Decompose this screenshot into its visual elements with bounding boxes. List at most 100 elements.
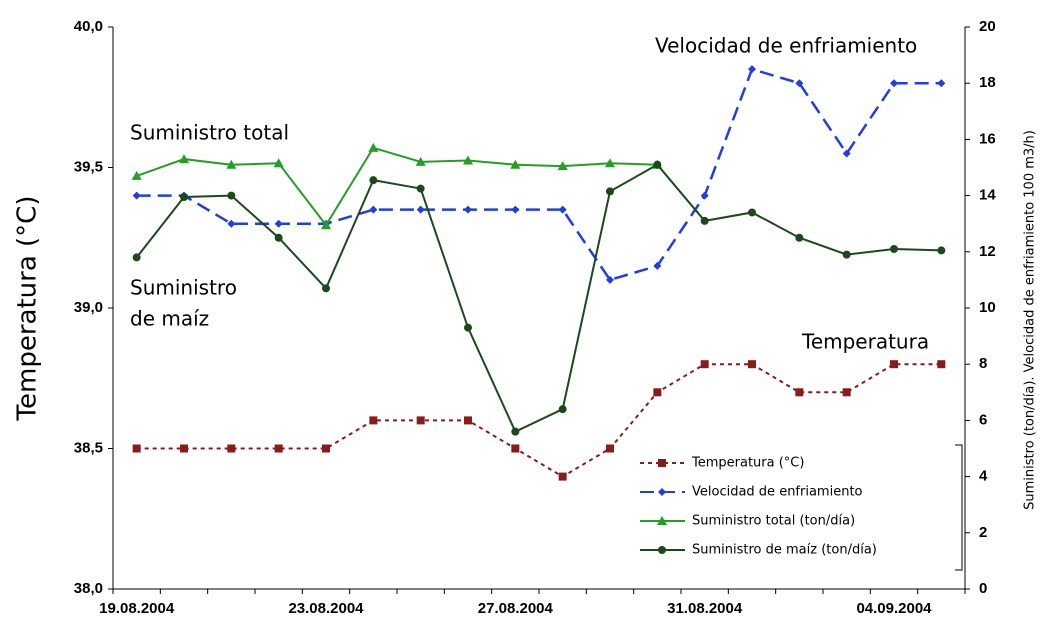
marker (937, 246, 946, 255)
marker (795, 388, 804, 397)
marker (937, 360, 946, 369)
y-axis-label: Temperatura (°C) (13, 196, 43, 422)
marker (748, 65, 756, 74)
marker (416, 184, 425, 193)
marker (179, 154, 189, 164)
annotation: Velocidad de enfriamiento (655, 34, 917, 58)
marker (653, 388, 662, 397)
annotation: de maíz (130, 307, 209, 331)
marker (180, 444, 188, 453)
marker (795, 233, 804, 242)
marker (368, 142, 379, 152)
marker (180, 193, 188, 202)
marker (132, 444, 141, 453)
marker (416, 205, 425, 214)
marker (273, 158, 284, 168)
y2-tick-label: 0 (979, 580, 987, 597)
marker (463, 155, 473, 165)
marker (322, 444, 330, 453)
marker (510, 159, 521, 169)
marker (416, 416, 425, 425)
marker (748, 360, 756, 369)
marker (890, 360, 898, 369)
legend-label: Velocidad de enfriamiento (692, 485, 863, 500)
marker (274, 233, 283, 242)
marker (890, 244, 898, 253)
marker (606, 275, 614, 284)
marker (274, 219, 283, 228)
marker (700, 360, 709, 369)
marker (226, 159, 237, 169)
marker (369, 176, 378, 185)
annotation: Temperatura (801, 330, 929, 354)
marker (131, 170, 142, 180)
marker (937, 79, 946, 88)
marker (748, 208, 756, 217)
x-tick-label: 27.08.2004 (478, 600, 554, 617)
y2-tick-label: 14 (979, 187, 996, 204)
marker (274, 444, 283, 453)
series-line (135, 163, 942, 433)
marker (321, 220, 331, 230)
x-tick-label: 23.08.2004 (288, 600, 364, 617)
marker (369, 205, 378, 214)
marker (605, 158, 615, 168)
marker (227, 191, 236, 200)
marker (464, 205, 472, 214)
y2-tick-label: 4 (979, 468, 988, 485)
y2-tick-label: 2 (979, 524, 987, 541)
marker (132, 191, 141, 200)
y-tick-label: 38,5 (74, 439, 103, 456)
y-tick-label: 39,5 (74, 158, 103, 175)
legend-marker (658, 488, 666, 496)
y-tick-label: 39,0 (74, 299, 103, 316)
legend-marker (658, 459, 666, 467)
marker (227, 219, 236, 228)
marker (890, 79, 898, 88)
series-line (136, 146, 658, 227)
y2-tick-label: 8 (979, 355, 987, 372)
marker (558, 205, 567, 214)
marker (700, 191, 709, 200)
y-tick-label: 38,0 (74, 580, 103, 597)
marker (653, 261, 662, 270)
legend-label: Suministro total (ton/día) (692, 514, 855, 529)
legend-bracket (955, 444, 963, 571)
marker (464, 416, 472, 425)
marker (653, 160, 662, 169)
marker (132, 253, 141, 262)
marker (415, 156, 426, 166)
marker (795, 79, 804, 88)
x-tick-label: 04.09.2004 (856, 600, 932, 617)
marker (511, 427, 520, 436)
marker (558, 472, 567, 481)
y2-tick-label: 6 (979, 411, 987, 428)
annotation: Suministro total (130, 121, 289, 145)
marker (842, 250, 851, 259)
marker (842, 388, 851, 397)
legend-marker (657, 516, 667, 525)
x-tick-label: 19.08.2004 (99, 600, 175, 617)
y2-axis-label: Suministro (ton/día). Velocidad de enfri… (1023, 130, 1038, 510)
y2-tick-label: 18 (979, 74, 996, 91)
marker (842, 149, 851, 158)
marker (369, 416, 378, 425)
marker (557, 161, 568, 171)
y2-tick-label: 20 (979, 18, 996, 35)
marker (464, 323, 472, 332)
series-line (136, 67, 942, 282)
y2-tick-label: 16 (979, 130, 996, 147)
marker (700, 216, 709, 225)
marker (606, 444, 614, 453)
legend-label: Temperatura (°C) (691, 456, 804, 471)
x-tick-label: 31.08.2004 (667, 600, 743, 617)
y2-tick-label: 10 (979, 299, 996, 316)
y-tick-label: 40,0 (74, 18, 103, 35)
annotation: Suministro (130, 276, 237, 300)
y2-tick-label: 12 (979, 243, 996, 260)
marker (558, 405, 567, 414)
marker (322, 284, 330, 293)
marker (511, 444, 520, 453)
